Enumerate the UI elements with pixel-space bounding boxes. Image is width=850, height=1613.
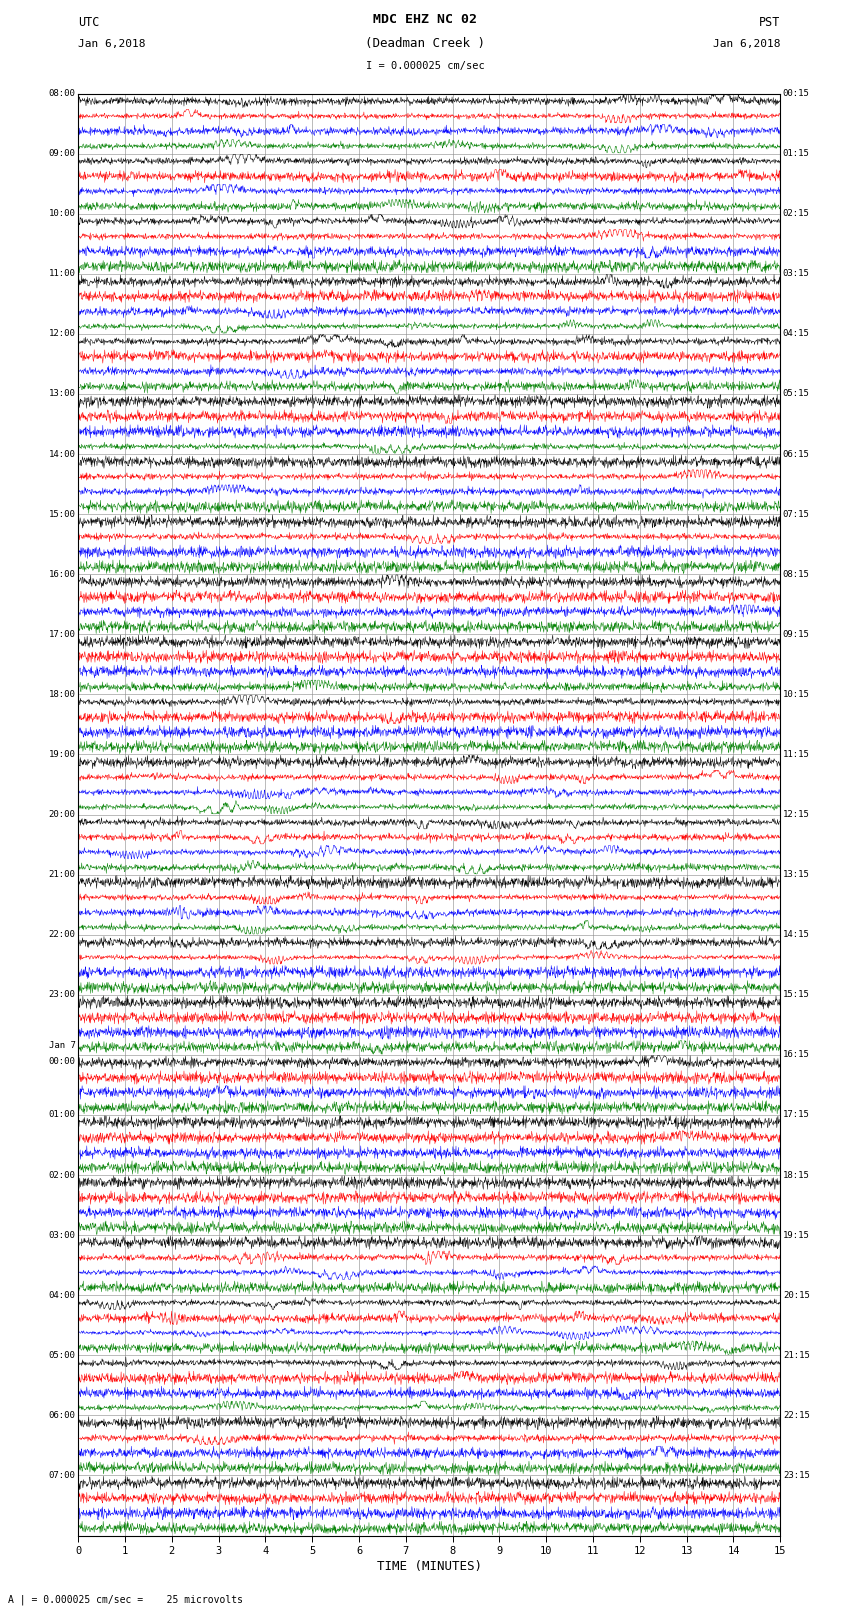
X-axis label: TIME (MINUTES): TIME (MINUTES) (377, 1560, 482, 1573)
Text: Jan 6,2018: Jan 6,2018 (78, 39, 145, 48)
Text: 06:15: 06:15 (783, 450, 810, 458)
Text: 05:00: 05:00 (48, 1350, 76, 1360)
Text: 09:00: 09:00 (48, 148, 76, 158)
Text: 14:00: 14:00 (48, 450, 76, 458)
Text: 04:00: 04:00 (48, 1290, 76, 1300)
Text: 16:00: 16:00 (48, 569, 76, 579)
Text: 19:00: 19:00 (48, 750, 76, 760)
Text: 18:15: 18:15 (783, 1171, 810, 1179)
Text: 08:00: 08:00 (48, 89, 76, 98)
Text: 15:15: 15:15 (783, 990, 810, 1000)
Text: 21:15: 21:15 (783, 1350, 810, 1360)
Text: 23:00: 23:00 (48, 990, 76, 1000)
Text: 03:15: 03:15 (783, 269, 810, 279)
Text: 00:00: 00:00 (48, 1057, 76, 1066)
Text: 20:00: 20:00 (48, 810, 76, 819)
Text: 11:00: 11:00 (48, 269, 76, 279)
Text: UTC: UTC (78, 16, 99, 29)
Text: 13:15: 13:15 (783, 869, 810, 879)
Text: 16:15: 16:15 (783, 1050, 810, 1060)
Text: 11:15: 11:15 (783, 750, 810, 760)
Text: 07:15: 07:15 (783, 510, 810, 519)
Text: 10:15: 10:15 (783, 690, 810, 698)
Text: 00:15: 00:15 (783, 89, 810, 98)
Text: 13:00: 13:00 (48, 389, 76, 398)
Text: 06:00: 06:00 (48, 1411, 76, 1419)
Text: 04:15: 04:15 (783, 329, 810, 339)
Text: 09:15: 09:15 (783, 629, 810, 639)
Text: 17:00: 17:00 (48, 629, 76, 639)
Text: 08:15: 08:15 (783, 569, 810, 579)
Text: 21:00: 21:00 (48, 869, 76, 879)
Text: 05:15: 05:15 (783, 389, 810, 398)
Text: 01:00: 01:00 (48, 1110, 76, 1119)
Text: 14:15: 14:15 (783, 931, 810, 939)
Text: (Deadman Creek ): (Deadman Creek ) (365, 37, 485, 50)
Text: 20:15: 20:15 (783, 1290, 810, 1300)
Text: 23:15: 23:15 (783, 1471, 810, 1481)
Text: Jan 6,2018: Jan 6,2018 (713, 39, 780, 48)
Text: PST: PST (759, 16, 780, 29)
Text: A | = 0.000025 cm/sec =    25 microvolts: A | = 0.000025 cm/sec = 25 microvolts (8, 1594, 243, 1605)
Text: Jan 7: Jan 7 (48, 1040, 76, 1050)
Text: 07:00: 07:00 (48, 1471, 76, 1481)
Text: 15:00: 15:00 (48, 510, 76, 519)
Text: 22:00: 22:00 (48, 931, 76, 939)
Text: 18:00: 18:00 (48, 690, 76, 698)
Text: I = 0.000025 cm/sec: I = 0.000025 cm/sec (366, 61, 484, 71)
Text: 02:00: 02:00 (48, 1171, 76, 1179)
Text: 19:15: 19:15 (783, 1231, 810, 1240)
Text: 01:15: 01:15 (783, 148, 810, 158)
Text: 10:00: 10:00 (48, 210, 76, 218)
Text: 17:15: 17:15 (783, 1110, 810, 1119)
Text: 12:15: 12:15 (783, 810, 810, 819)
Text: 12:00: 12:00 (48, 329, 76, 339)
Text: 03:00: 03:00 (48, 1231, 76, 1240)
Text: 02:15: 02:15 (783, 210, 810, 218)
Text: 22:15: 22:15 (783, 1411, 810, 1419)
Text: MDC EHZ NC 02: MDC EHZ NC 02 (373, 13, 477, 26)
